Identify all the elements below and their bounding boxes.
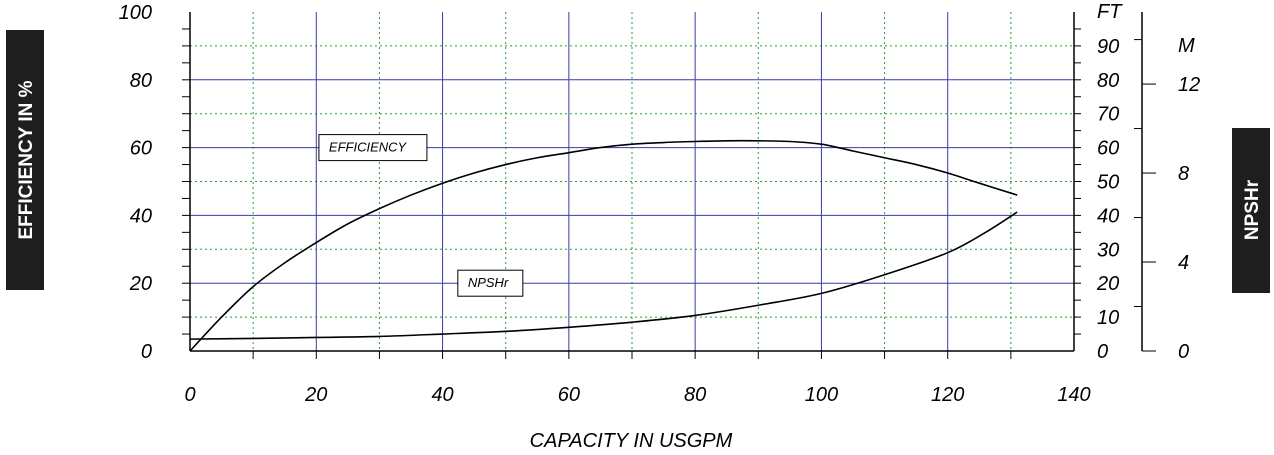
x-tick-label: 140 [1057,384,1090,406]
m-tick-label: 4 [1178,252,1189,274]
ft-tick-label: 70 [1097,104,1119,126]
ft-tick-label: 50 [1097,172,1119,194]
left-axis-title-box: EFFICIENCY IN % [6,30,44,290]
series-layer: EFFICIENCY NPSHr [189,134,1018,352]
m-unit-label: M [1178,35,1195,57]
m-tick-label: 12 [1178,74,1200,96]
left-tick-label: 0 [141,341,152,363]
x-tick-label: 120 [931,384,964,406]
x-tick-label: 100 [805,384,838,406]
ft-tick-label: 0 [1097,341,1108,363]
left-tick-label: 60 [130,138,152,160]
ft-tick-label: 10 [1097,307,1119,329]
m-tick-label: 8 [1178,163,1189,185]
right-axis-title-box: NPSHr [1232,128,1270,293]
left-tick-label: 40 [130,205,152,227]
x-tick-label: 0 [184,384,195,406]
x-axis-title: CAPACITY IN USGPM [530,430,733,452]
x-tick-label: 60 [558,384,580,406]
npshr-label-text: NPSHr [468,275,509,290]
axes [182,12,1156,359]
efficiency-label-box [318,134,428,162]
npshr-label: NPSHr [457,269,524,297]
x-tick-label: 20 [304,384,327,406]
ft-tick-label: 60 [1097,138,1119,160]
left-tick-label: 100 [119,2,152,24]
right-axis-title: NPSHr [1242,179,1263,240]
npshr-curve [189,211,1018,340]
efficiency-curve [189,139,1018,352]
ft-tick-label: 30 [1097,239,1119,261]
left-axis-title: EFFICIENCY IN % [16,80,37,239]
ft-unit-label: FT [1097,1,1123,23]
efficiency-label: EFFICIENCY [318,134,428,162]
efficiency-label-text: EFFICIENCY [329,140,408,155]
ft-tick-label: 40 [1097,205,1119,227]
ft-tick-label: 80 [1097,70,1119,92]
npshr-label-box [457,269,524,297]
x-tick-label: 80 [684,384,706,406]
grid [190,12,1074,351]
left-tick-label: 80 [130,70,152,92]
ft-tick-label: 90 [1097,36,1119,58]
m-tick-label: 0 [1178,341,1189,363]
left-tick-label: 20 [129,273,152,295]
x-tick-label: 40 [431,384,453,406]
ft-tick-label: 20 [1096,273,1119,295]
